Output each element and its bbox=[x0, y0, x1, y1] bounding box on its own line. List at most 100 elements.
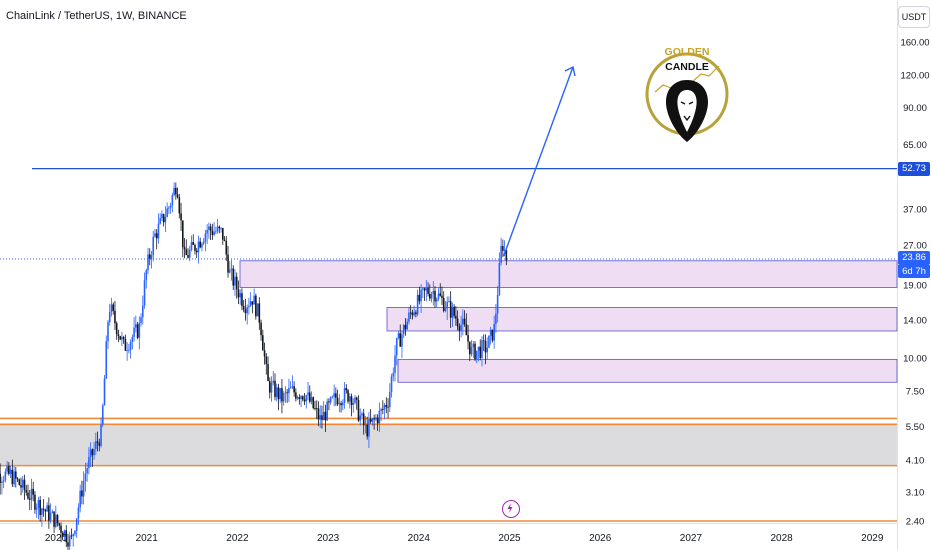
candle-body bbox=[206, 229, 208, 234]
candle-body bbox=[437, 293, 440, 299]
candle-body bbox=[496, 295, 499, 314]
candle-body bbox=[61, 532, 64, 537]
time-tick-label: 2027 bbox=[680, 533, 703, 544]
price-tick-label: 10.00 bbox=[903, 354, 927, 365]
candle-body bbox=[133, 327, 135, 338]
candle-body bbox=[296, 397, 299, 399]
candle-body bbox=[225, 240, 228, 255]
candle-body bbox=[279, 388, 282, 400]
candle-body bbox=[67, 542, 69, 547]
candle-body bbox=[378, 410, 381, 424]
candle-body bbox=[469, 341, 471, 355]
candle-body bbox=[68, 535, 71, 547]
candle-body bbox=[56, 514, 59, 524]
candle-body bbox=[415, 312, 417, 315]
candle-body bbox=[124, 339, 127, 351]
candle-body bbox=[366, 424, 368, 437]
candle-body bbox=[241, 293, 243, 306]
candle-body bbox=[41, 508, 43, 515]
candle-body bbox=[467, 335, 469, 342]
time-tick-label: 2029 bbox=[861, 533, 884, 544]
candle-body bbox=[216, 226, 219, 232]
candle-body bbox=[143, 280, 146, 306]
candle-body bbox=[175, 187, 177, 195]
time-tick-label: 2026 bbox=[589, 533, 612, 544]
candle-body bbox=[13, 471, 15, 485]
candle-body bbox=[333, 393, 335, 397]
candle-body bbox=[239, 293, 241, 298]
candle-body bbox=[181, 220, 184, 248]
candle-body bbox=[286, 392, 288, 394]
candle-body bbox=[96, 441, 99, 443]
candle-body bbox=[255, 295, 257, 317]
candle-body bbox=[21, 479, 24, 488]
candle-body bbox=[93, 449, 95, 456]
candle-body bbox=[192, 242, 195, 245]
candle-body bbox=[475, 350, 478, 360]
candle-body bbox=[51, 511, 54, 513]
candle-body bbox=[169, 205, 172, 208]
candle-body bbox=[427, 287, 429, 294]
candle-body bbox=[242, 305, 245, 310]
candle-body bbox=[340, 403, 342, 406]
candle-body bbox=[138, 322, 141, 338]
candle-body bbox=[44, 510, 47, 512]
candle-body bbox=[235, 276, 238, 290]
candle-body bbox=[86, 468, 88, 474]
price-tick-label: 3.10 bbox=[906, 487, 925, 498]
projection-arrowhead bbox=[564, 65, 576, 77]
flash-icon[interactable] bbox=[502, 500, 520, 518]
candle-body bbox=[352, 402, 355, 405]
candle-body bbox=[345, 388, 348, 391]
candle-body bbox=[423, 288, 426, 291]
candle-body bbox=[312, 397, 315, 409]
candle-body bbox=[361, 413, 363, 416]
candle-body bbox=[107, 322, 109, 342]
candle-body bbox=[253, 295, 255, 305]
symbol-title: ChainLink / TetherUS, 1W, BINANCE bbox=[6, 10, 187, 22]
candle-body bbox=[228, 269, 231, 273]
candle-body bbox=[199, 241, 201, 248]
candle-body bbox=[385, 405, 388, 407]
price-tick-label: 160.00 bbox=[900, 38, 929, 49]
candle-body bbox=[74, 530, 76, 535]
candle-body bbox=[474, 343, 476, 360]
candle-body bbox=[493, 323, 495, 341]
candle-body bbox=[270, 382, 273, 393]
candle-body bbox=[234, 276, 236, 286]
price-tick-label: 37.00 bbox=[903, 205, 927, 216]
candle-body bbox=[148, 254, 151, 259]
candle-body bbox=[122, 336, 125, 340]
candle-body bbox=[368, 419, 370, 437]
candle-body bbox=[479, 346, 482, 358]
candle-body bbox=[82, 481, 85, 497]
candle-body bbox=[258, 303, 261, 323]
candle-body bbox=[348, 396, 351, 402]
last-price-label: 23.86 bbox=[898, 251, 930, 265]
price-tick-label: 14.00 bbox=[903, 315, 927, 326]
candle-body bbox=[81, 490, 83, 497]
candle-body bbox=[88, 457, 90, 469]
candle-body bbox=[195, 250, 198, 253]
candle-body bbox=[103, 378, 106, 406]
candle-body bbox=[281, 388, 283, 402]
candle-body bbox=[284, 392, 287, 394]
logo-text-golden: GOLDEN bbox=[665, 46, 710, 58]
candle-body bbox=[463, 318, 466, 325]
candle-body bbox=[505, 250, 508, 261]
candle-body bbox=[263, 350, 266, 357]
candle-body bbox=[105, 341, 108, 379]
candle-body bbox=[2, 480, 5, 482]
candle-body bbox=[213, 231, 215, 235]
candle-body bbox=[401, 334, 403, 347]
candle-body bbox=[79, 490, 81, 508]
candle-body bbox=[314, 408, 316, 409]
candle-body bbox=[350, 396, 353, 405]
candle-body bbox=[411, 312, 414, 316]
currency-button[interactable]: USDT bbox=[898, 6, 930, 28]
candle-body bbox=[232, 268, 235, 286]
candle-body bbox=[101, 405, 104, 425]
price-tick-label: 27.00 bbox=[903, 240, 927, 251]
candle-body bbox=[319, 415, 322, 420]
